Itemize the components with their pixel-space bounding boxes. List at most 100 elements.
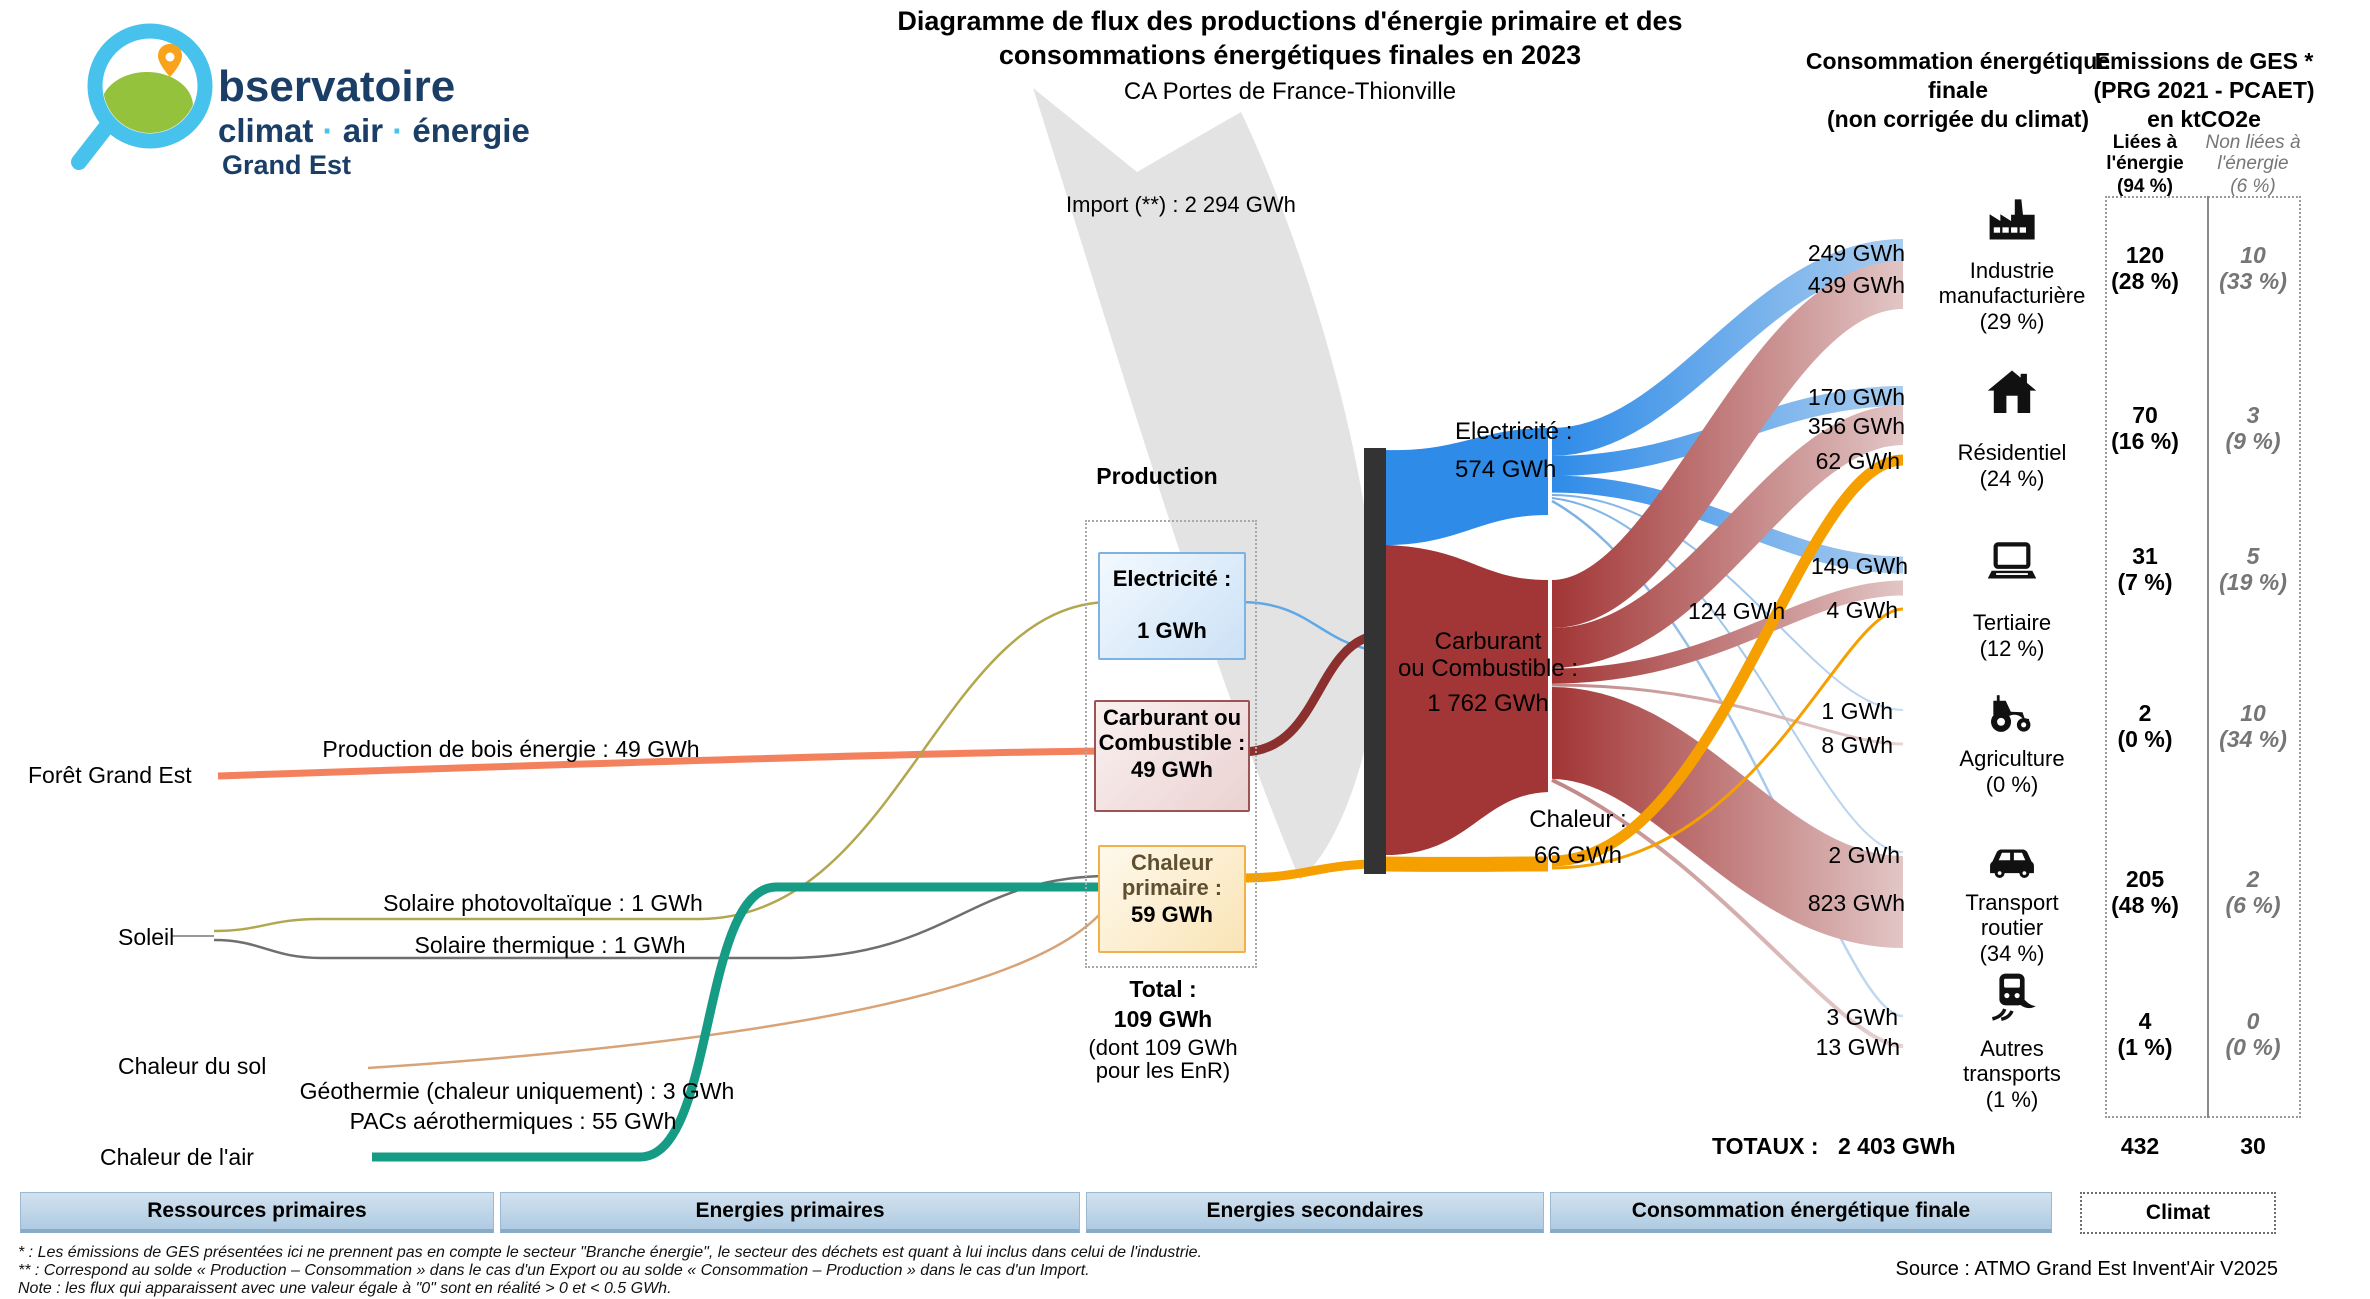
production-box-chaleur bbox=[1098, 845, 1246, 953]
source-soleil: Soleil bbox=[118, 924, 175, 950]
sector-label-agriculture: Agriculture bbox=[1959, 746, 2065, 771]
footnote-3: Note : les flux qui apparaissent avec un… bbox=[18, 1280, 672, 1297]
ges-col1-pct: (94 %) bbox=[2117, 176, 2173, 197]
ges-transport-energie: 205 bbox=[2125, 866, 2165, 892]
ges-col2-pct: (6 %) bbox=[2230, 176, 2276, 197]
ges-header-line3: en ktCO2e bbox=[2147, 106, 2261, 132]
ges-table bbox=[2105, 196, 2301, 1118]
ges-industrie-non: 10 bbox=[2240, 242, 2266, 268]
ges-tertiaire-non: 5 bbox=[2246, 543, 2260, 569]
totaux-ges-energie: 432 bbox=[2120, 1133, 2160, 1159]
flow-carb-autres bbox=[1551, 778, 1904, 1048]
import-label: Import (**) : 2 294 GWh bbox=[1066, 192, 1296, 217]
flow-value-tertiaire-carb: 124 GWh bbox=[1688, 598, 1786, 624]
tractor-icon bbox=[1991, 695, 2031, 732]
flow-label-pv: Solaire photovoltaïque : 1 GWh bbox=[383, 890, 703, 916]
observatoire-logo-icon bbox=[71, 23, 213, 170]
sector-label-industrie2: manufacturière bbox=[1938, 283, 2086, 308]
logo-region: Grand Est bbox=[222, 150, 352, 180]
ges-residentiel-non-pct: (9 %) bbox=[2225, 428, 2281, 454]
ges-agriculture-energie: 2 bbox=[2138, 700, 2152, 726]
ges-industrie-energie-pct: (28 %) bbox=[2111, 268, 2179, 294]
flow-carb-agriculture bbox=[1551, 683, 1904, 746]
production-box-carburant bbox=[1094, 700, 1250, 812]
page-title-line2: consommations énergétiques finales en 20… bbox=[998, 40, 1582, 70]
flow-elec-transport bbox=[1551, 497, 1904, 853]
flow-value-transport-carb: 823 GWh bbox=[1807, 890, 1905, 916]
sector-pct-industrie: (29 %) bbox=[1979, 309, 2045, 334]
ges-autres-energie-pct: (1 %) bbox=[2117, 1034, 2173, 1060]
legend-energies-primaires: Energies primaires bbox=[500, 1192, 1080, 1233]
flow-label-bois: Production de bois énergie : 49 GWh bbox=[322, 736, 700, 762]
production-box-electricite bbox=[1098, 552, 1246, 660]
sector-label-transport2: routier bbox=[1980, 915, 2044, 940]
source-chaleur-sol: Chaleur du sol bbox=[118, 1053, 267, 1079]
sector-label-tertiaire: Tertiaire bbox=[1972, 610, 2052, 635]
production-carb-title1: Carburant ou bbox=[1102, 705, 1242, 730]
flow-carb-residentiel bbox=[1551, 405, 1905, 668]
footnote-1: * : Les émissions de GES présentées ici … bbox=[18, 1244, 1202, 1261]
sector-label-autres2: transports bbox=[1963, 1061, 2061, 1086]
out-chaleur bbox=[1239, 859, 1371, 883]
factory-icon bbox=[1989, 199, 2035, 240]
conso-header-line1: Consommation énergétique bbox=[1805, 48, 2111, 74]
import-flow-band bbox=[1033, 88, 1378, 880]
legend-ressources-primaires: Ressources primaires bbox=[20, 1192, 494, 1233]
production-total-note2: pour les EnR) bbox=[1095, 1058, 1231, 1083]
sector-label-industrie: Industrie bbox=[1969, 258, 2055, 283]
production-elec-title: Electricité : bbox=[1112, 566, 1232, 591]
conso-header-line3: (non corrigée du climat) bbox=[1827, 106, 2089, 132]
sector-label-residentiel: Résidentiel bbox=[1957, 440, 2067, 465]
ges-tertiaire-energie: 31 bbox=[2132, 543, 2158, 569]
flow-label-pacs: PACs aérothermiques : 55 GWh bbox=[349, 1108, 677, 1134]
ges-transport-non: 2 bbox=[2246, 866, 2260, 892]
logo-air: air bbox=[342, 112, 384, 149]
flow-chal-tertiaire bbox=[1551, 607, 1904, 870]
ges-tertiaire-non-pct: (19 %) bbox=[2219, 569, 2287, 595]
flow-elec-agriculture bbox=[1551, 494, 1904, 711]
logo-energie: énergie bbox=[412, 112, 530, 149]
production-chal-title2: primaire : bbox=[1121, 875, 1223, 900]
footnote-2: ** : Correspond au solde « Production – … bbox=[18, 1262, 1090, 1279]
flow-bois bbox=[217, 747, 1111, 780]
totaux-ges-non: 30 bbox=[2240, 1133, 2266, 1159]
conso-header-line2: finale bbox=[1927, 77, 1989, 103]
flow-value-tertiaire-elec: 149 GWh bbox=[1810, 553, 1908, 579]
ges-industrie-non-pct: (33 %) bbox=[2219, 268, 2287, 294]
production-total-value: 109 GWh bbox=[1113, 1006, 1213, 1032]
totaux-label: TOTAUX : bbox=[1712, 1133, 1819, 1159]
production-frame bbox=[1085, 520, 1257, 968]
logo-dot-icon: · bbox=[313, 112, 343, 149]
ges-col2-line1: Non liées à bbox=[2205, 132, 2301, 153]
logo-climat: climat bbox=[218, 112, 314, 149]
ges-transport-energie-pct: (48 %) bbox=[2111, 892, 2179, 918]
car-icon bbox=[1990, 849, 2034, 878]
production-carb-title2: Combustible : bbox=[1098, 730, 1246, 755]
sector-pct-autres: (1 %) bbox=[1985, 1087, 2039, 1112]
train-icon bbox=[1991, 973, 2036, 1022]
secondary-carb-line2: ou Combustible : bbox=[1397, 655, 1579, 682]
production-total-note1: (dont 109 GWh bbox=[1088, 1035, 1238, 1060]
home-icon bbox=[1987, 370, 2037, 413]
secondary-elec-value: 574 GWh bbox=[1455, 456, 1557, 483]
ges-transport-non-pct: (6 %) bbox=[2225, 892, 2281, 918]
flow-value-residentiel-elec: 170 GWh bbox=[1807, 384, 1905, 410]
ges-residentiel-non: 3 bbox=[2246, 402, 2260, 428]
source-credit: Source : ATMO Grand Est Invent'Air V2025 bbox=[1895, 1258, 2278, 1280]
sector-pct-transport: (34 %) bbox=[1979, 941, 2045, 966]
logo-dot-icon: · bbox=[383, 112, 413, 149]
sector-label-autres: Autres bbox=[1980, 1036, 2044, 1061]
production-heading: Production bbox=[1096, 463, 1218, 489]
flow-solaire-pv bbox=[213, 600, 1111, 933]
trunk-carburant bbox=[1386, 545, 1548, 855]
out-carburant bbox=[1241, 631, 1374, 757]
secondary-carb-line1: Carburant bbox=[1434, 628, 1542, 655]
flow-elec-industrie bbox=[1551, 239, 1904, 456]
ges-col1-line1: Liées à bbox=[2112, 132, 2178, 153]
ges-autres-non: 0 bbox=[2246, 1008, 2260, 1034]
ges-table-divider bbox=[2207, 196, 2209, 1118]
flow-label-thermique: Solaire thermique : 1 GWh bbox=[414, 932, 686, 958]
production-total-label: Total : bbox=[1129, 976, 1197, 1002]
flow-value-residentiel-chal: 62 GWh bbox=[1815, 448, 1900, 474]
